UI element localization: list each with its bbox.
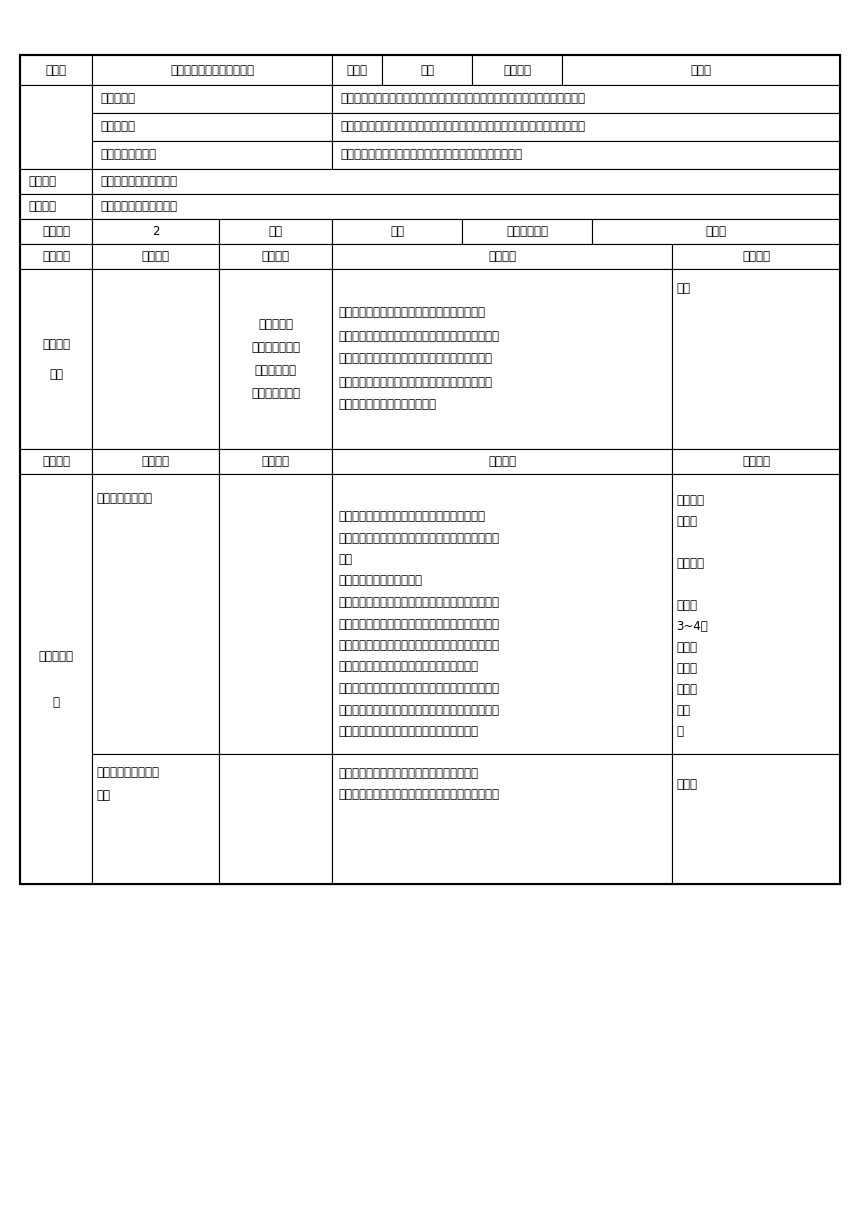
Text: 教师活动: 教师活动 <box>488 455 516 468</box>
Text: 一、导入

新课: 一、导入 新课 <box>42 338 70 381</box>
Bar <box>332 113 840 141</box>
Text: 感受自己
的变化

观看动画

实验：
3~4人
三次取
各小组
平均值
汇报: 感受自己 的变化 观看动画 实验： 3~4人 三次取 各小组 平均值 汇报 <box>676 494 708 738</box>
Text: 分代表: 分代表 <box>676 777 697 790</box>
Bar <box>332 269 672 449</box>
Text: 胸廓的变化与呼吸的
关系: 胸廓的变化与呼吸的 关系 <box>96 766 159 803</box>
Text: 教学内容: 教学内容 <box>142 250 169 263</box>
Bar <box>219 754 332 884</box>
Text: 2: 2 <box>151 225 159 238</box>
Text: 课　题: 课 题 <box>46 63 66 77</box>
Text: 通过关注前
沿科技成果，激
发学生的学习
兴趣，导入新课: 通过关注前 沿科技成果，激 发学生的学习 兴趣，导入新课 <box>251 319 300 400</box>
Text: 二、进行新

课: 二、进行新 课 <box>39 649 73 709</box>
Bar <box>332 141 840 169</box>
Bar <box>20 244 92 269</box>
Bar <box>472 55 562 85</box>
Text: 教案号: 教案号 <box>691 63 711 77</box>
Text: 教学难点: 教学难点 <box>28 199 56 213</box>
Bar <box>332 244 672 269</box>
Bar <box>20 55 840 884</box>
Text: 呼吸运动的过程、原理。: 呼吸运动的过程、原理。 <box>100 199 177 213</box>
Text: 新课: 新课 <box>420 63 434 77</box>
Text: 教学环节: 教学环节 <box>42 455 70 468</box>
Text: 描述肺与外界气体的交换过程和肺泡与血液之间的气体交换过程；理解肺的结构: 描述肺与外界气体的交换过程和肺泡与血液之间的气体交换过程；理解肺的结构 <box>340 92 585 106</box>
Text: 课件: 课件 <box>390 225 404 238</box>
Text: 预设目标: 预设目标 <box>261 250 290 263</box>
Text: 预设目标: 预设目标 <box>261 455 290 468</box>
Text: 授课时间: 授课时间 <box>503 63 531 77</box>
Bar <box>219 474 332 754</box>
Bar <box>20 269 92 449</box>
Bar <box>20 219 92 244</box>
Bar <box>672 269 840 449</box>
Text: 教学环节: 教学环节 <box>42 250 70 263</box>
Text: 教具: 教具 <box>268 225 282 238</box>
Bar <box>92 195 840 219</box>
Text: 预设教学方法: 预设教学方法 <box>506 225 548 238</box>
Bar <box>20 169 92 195</box>
Bar <box>219 449 332 474</box>
Bar <box>672 474 840 754</box>
Bar <box>672 244 840 269</box>
Bar <box>332 754 672 884</box>
Bar <box>332 55 382 85</box>
Bar <box>382 55 472 85</box>
Bar <box>92 449 219 474</box>
Text: 课时安排: 课时安排 <box>42 225 70 238</box>
Bar <box>92 754 219 884</box>
Bar <box>20 195 92 219</box>
Bar <box>92 219 219 244</box>
Bar <box>672 754 840 884</box>
Bar <box>92 141 332 169</box>
Bar <box>332 449 672 474</box>
Text: 学生活动: 学生活动 <box>742 250 770 263</box>
Text: 组织学生感受自己吸气和呼气时胸廓的变化。在
吸气和呼气时，胸廓是否发生变化？发生了怎样的变
化？
　　播放动画：胸廓的变化
　　感觉不一定准确，引出测量的必要。: 组织学生感受自己吸气和呼气时胸廓的变化。在 吸气和呼气时，胸廓是否发生变化？发生… <box>338 510 499 738</box>
Bar <box>92 269 219 449</box>
Text: 通过上一节课的学习，同学们已经了解到呼吸道
能对吸入空气进行处理，那么，外界空气经过呼吸道
的处理后是如何进入肺部的呢？在肺中会发生怎样
的变化呢？气体又是如何: 通过上一节课的学习，同学们已经了解到呼吸道 能对吸入空气进行处理，那么，外界空气… <box>338 306 499 411</box>
Text: 通过探究外界气体是怎样进出肺的，培养分析问题的能力，通过测量胸围差等活: 通过探究外界气体是怎样进出肺的，培养分析问题的能力，通过测量胸围差等活 <box>340 120 585 134</box>
Bar <box>20 55 840 884</box>
Bar <box>92 55 332 85</box>
Bar <box>332 474 672 754</box>
Text: 教学内容: 教学内容 <box>142 455 169 468</box>
Bar <box>92 474 219 754</box>
Text: 学生活动: 学生活动 <box>742 455 770 468</box>
Bar <box>20 474 92 884</box>
Bar <box>92 113 332 141</box>
Bar <box>219 269 332 449</box>
Bar <box>219 219 332 244</box>
Bar <box>562 55 840 85</box>
Text: 讲授法: 讲授法 <box>705 225 727 238</box>
Text: 教学重点: 教学重点 <box>28 175 56 188</box>
Text: 实验：测量胸围差: 实验：测量胸围差 <box>96 492 152 506</box>
Text: 课　型: 课 型 <box>347 63 367 77</box>
Bar <box>332 85 840 113</box>
Bar <box>92 169 840 195</box>
Text: 《发生在肺内的气体交换》: 《发生在肺内的气体交换》 <box>170 63 254 77</box>
Text: 肺泡与血液的气体交换。: 肺泡与血液的气体交换。 <box>100 175 177 188</box>
Bar <box>462 219 592 244</box>
Text: 教师活动: 教师活动 <box>488 250 516 263</box>
Text: 情感态度与价值观: 情感态度与价值观 <box>100 148 156 162</box>
Bar <box>20 55 92 85</box>
Text: 过程与方法: 过程与方法 <box>100 120 135 134</box>
Bar <box>592 219 840 244</box>
Bar <box>92 244 219 269</box>
Bar <box>92 85 332 113</box>
Text: 根据你的感受，对胸廓容积变化的原因做出假
设。胸廓的变化与呼吸的关系是不是同学们所描述的: 根据你的感受，对胸廓容积变化的原因做出假 设。胸廓的变化与呼吸的关系是不是同学们… <box>338 767 499 801</box>
Text: 做好: 做好 <box>676 282 690 295</box>
Bar <box>20 85 92 169</box>
Bar <box>20 449 92 474</box>
Bar <box>672 449 840 474</box>
Text: 知识与能力: 知识与能力 <box>100 92 135 106</box>
Text: 通过分析同学之间胸围差的差异，认同体育锻炼的重要性。: 通过分析同学之间胸围差的差异，认同体育锻炼的重要性。 <box>340 148 522 162</box>
Bar <box>332 219 462 244</box>
Bar <box>219 244 332 269</box>
